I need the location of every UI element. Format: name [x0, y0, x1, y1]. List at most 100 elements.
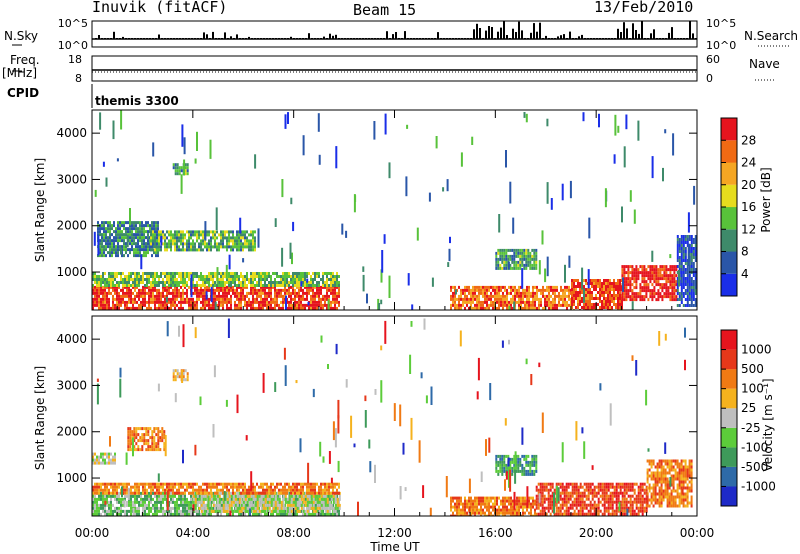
- scatter-cell: [246, 509, 249, 513]
- scatter-cell: [294, 281, 296, 284]
- scatter-cell: [164, 288, 166, 292]
- scatter-cell: [304, 297, 306, 301]
- scatter-cell: [324, 303, 326, 307]
- scatter-cell: [196, 248, 198, 252]
- scatter-cell: [502, 306, 504, 310]
- scatter-streak: [633, 209, 636, 224]
- scatter-cell: [514, 294, 516, 298]
- scatter-cell: [155, 230, 157, 234]
- scatter-cell: [104, 284, 106, 287]
- scatter-cell: [292, 285, 294, 289]
- scatter-cell: [246, 291, 248, 295]
- scatter-cell: [202, 300, 204, 304]
- scatter-cell: [102, 494, 104, 498]
- scatter-cell: [210, 506, 213, 510]
- scatter-cell: [202, 303, 204, 307]
- scatter-cell: [176, 245, 178, 249]
- scatter-cell: [174, 303, 176, 307]
- scatter-cell: [135, 224, 137, 228]
- scatter-cell: [244, 300, 246, 304]
- scatter-cell: [288, 275, 290, 278]
- noise-bar: [623, 22, 625, 39]
- scatter-cell: [643, 271, 646, 275]
- scatter-cell: [242, 278, 244, 281]
- scatter-streak: [541, 230, 544, 245]
- scatter-cell: [278, 506, 281, 510]
- scatter-cell: [208, 497, 211, 501]
- scatter-cell: [102, 294, 104, 298]
- noise-bar: [332, 35, 334, 39]
- scatter-cell: [248, 300, 250, 304]
- scatter-streak: [190, 274, 193, 298]
- scatter-cell: [564, 297, 566, 301]
- scatter-cell: [135, 236, 137, 240]
- scatter-cell: [454, 294, 456, 298]
- scatter-cell: [192, 272, 194, 275]
- scatter-cell: [284, 506, 287, 510]
- scatter-cell: [119, 236, 121, 240]
- scatter-cell: [141, 224, 143, 228]
- scatter-cell: [128, 500, 130, 504]
- scatter-cell: [308, 285, 310, 289]
- scatter-cell: [500, 300, 502, 304]
- scatter-cell: [204, 303, 206, 307]
- scatter-cell: [142, 278, 144, 281]
- scatter-cell: [148, 278, 150, 281]
- scatter-cell: [96, 303, 98, 307]
- scatter-cell: [601, 306, 603, 309]
- scatter-cell: [619, 279, 621, 282]
- scatter-cell: [538, 297, 540, 301]
- scatter-cell: [260, 288, 262, 292]
- scatter-cell: [140, 294, 142, 298]
- scatter-cell: [665, 280, 668, 284]
- scatter-cell: [236, 497, 238, 501]
- scatter-cell: [210, 306, 212, 310]
- scatter-cell: [137, 248, 139, 252]
- scatter-cell: [196, 272, 198, 275]
- scatter-cell: [220, 236, 222, 240]
- scatter-cell: [254, 300, 256, 304]
- scatter-cell: [680, 265, 683, 268]
- scatter-cell: [298, 272, 300, 275]
- scatter-cell: [150, 294, 152, 298]
- scatter-streak: [569, 180, 572, 199]
- scatter-cell: [104, 303, 106, 307]
- scatter-cell: [244, 245, 246, 249]
- scatter-cell: [505, 260, 508, 264]
- scatter-cell: [270, 497, 273, 501]
- noise-bar: [164, 38, 166, 39]
- scatter-cell: [234, 500, 237, 504]
- scatter-cell: [100, 491, 102, 495]
- scatter-cell: [204, 275, 206, 278]
- scatter-cell: [502, 291, 504, 295]
- scatter-cell: [550, 288, 552, 292]
- scatter-cell: [220, 278, 222, 281]
- scatter-cell: [532, 300, 534, 304]
- scatter-cell: [158, 500, 160, 504]
- scatter-cell: [122, 497, 124, 501]
- scatter-cell: [170, 291, 172, 295]
- scatter-cell: [256, 503, 259, 507]
- scatter-cell: [102, 297, 104, 301]
- scatter-cell: [684, 256, 687, 259]
- scatter-cell: [328, 497, 330, 501]
- noise-bar: [527, 38, 529, 39]
- noise-bar: [428, 38, 430, 39]
- scatter-cell: [218, 503, 221, 507]
- scatter-cell: [107, 230, 109, 234]
- scatter-cell: [304, 275, 306, 278]
- scatter-cell: [575, 288, 577, 291]
- noise-bar: [506, 35, 508, 39]
- scatter-cell: [136, 291, 138, 295]
- noise-bar: [512, 28, 514, 39]
- scatter-cell: [114, 284, 116, 287]
- scatter-cell: [502, 297, 504, 301]
- scatter-cell: [140, 503, 142, 507]
- scatter-cell: [306, 512, 308, 516]
- scatter-cell: [196, 239, 198, 243]
- scatter-cell: [182, 272, 184, 275]
- noise-bar: [152, 38, 154, 39]
- scatter-cell: [581, 300, 583, 303]
- scatter-cell: [328, 278, 330, 281]
- scatter-cell: [250, 278, 252, 281]
